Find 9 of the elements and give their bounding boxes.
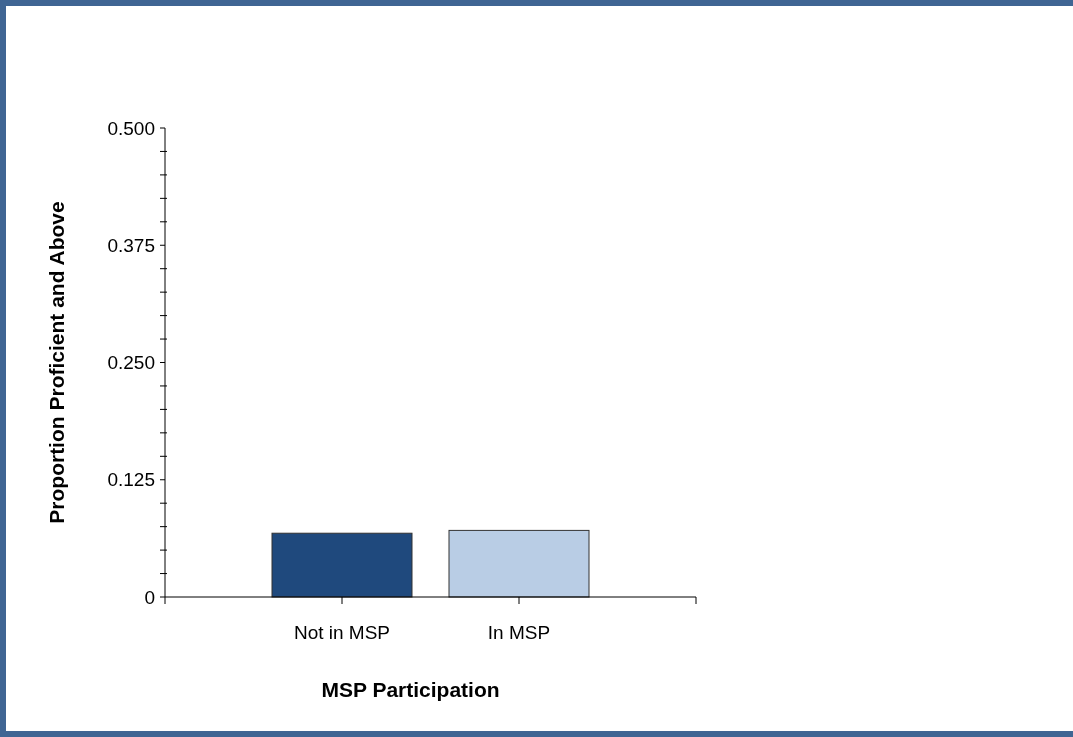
y-tick-label: 0.500 [107, 117, 155, 139]
y-tick-label: 0 [144, 586, 155, 608]
y-tick-label: 0.375 [107, 234, 155, 256]
x-tick-label: Not in MSP [293, 622, 391, 643]
y-axis-title: Proportion Proficient and Above [45, 201, 68, 524]
y-tick-label: 0.250 [107, 352, 155, 374]
x-axis-title: MSP Participation [321, 678, 500, 701]
x-tick-label: In MSP [487, 622, 551, 643]
y-tick-label: 0.125 [107, 469, 155, 491]
